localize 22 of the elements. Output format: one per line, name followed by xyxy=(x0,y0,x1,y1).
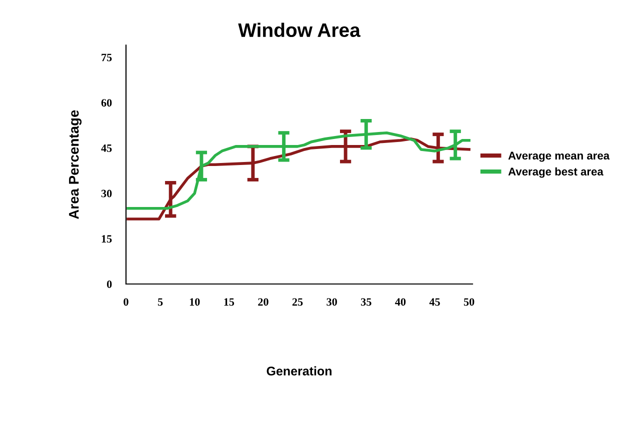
x-tick-label: 15 xyxy=(224,298,234,306)
y-tick-label: 15 xyxy=(102,235,112,243)
x-tick-label: 30 xyxy=(326,298,337,306)
chart-title: Window Area xyxy=(238,22,360,38)
y-tick-label: 60 xyxy=(101,99,112,107)
x-tick-label: 25 xyxy=(292,298,303,306)
legend-label: Average best area xyxy=(508,167,604,178)
x-tick-label: 35 xyxy=(361,298,372,306)
y-tick-label: 0 xyxy=(106,280,112,288)
x-tick-label: 50 xyxy=(464,298,474,306)
x-tick-label: 0 xyxy=(124,298,128,306)
x-tick-label: 5 xyxy=(158,298,163,306)
x-axis-title: Generation xyxy=(266,366,332,376)
x-tick-label: 10 xyxy=(190,298,200,306)
y-axis-title: Area Percentage xyxy=(69,110,82,220)
x-tick-label: 45 xyxy=(429,298,440,306)
x-tick-label: 40 xyxy=(395,298,406,306)
x-tick-label: 20 xyxy=(258,298,268,306)
y-tick-label: 30 xyxy=(101,190,112,198)
legend-label: Average mean area xyxy=(508,152,610,162)
y-tick-label: 75 xyxy=(102,54,112,62)
y-tick-label: 45 xyxy=(101,144,112,152)
